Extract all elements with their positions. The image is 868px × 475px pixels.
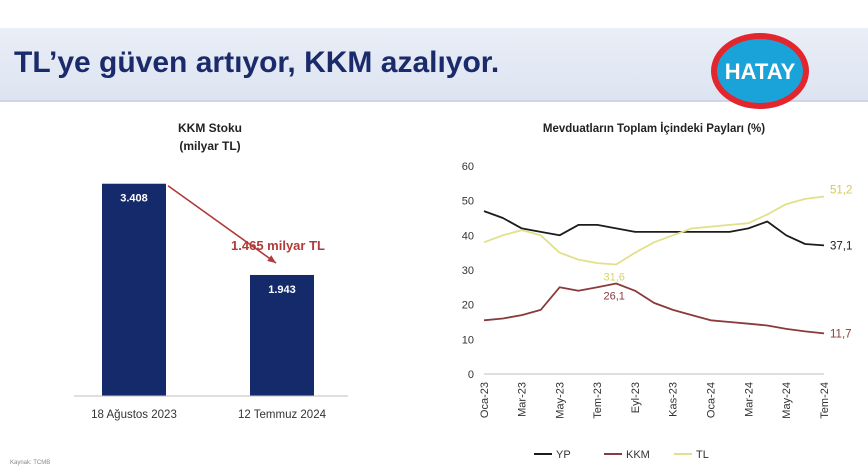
series-line-tl <box>483 195 825 266</box>
y-tick-label: 60 <box>462 161 474 173</box>
legend-label-kkm: KKM <box>626 449 650 461</box>
x-tick-label: Oca-24 <box>706 382 718 418</box>
x-tick-label: Tem-24 <box>819 382 831 419</box>
bar-category-label-1: 12 Temmuz 2024 <box>238 409 327 421</box>
series-line-yp <box>483 210 825 247</box>
bar-1 <box>250 274 314 396</box>
x-tick-label: Tem-23 <box>592 382 604 419</box>
arrow-head <box>267 255 276 263</box>
x-tick-label: Oca-23 <box>479 382 491 418</box>
legend-label-tl: TL <box>696 449 709 461</box>
y-tick-label: 10 <box>462 334 474 346</box>
arrow-annotation: 1.465 milyar TL <box>231 238 325 253</box>
kkm-stock-bar-chart: KKM Stoku (milyar TL) 3.408 18 Ağustos 20… <box>74 121 348 421</box>
end-label-kkm: 11,7 <box>830 328 852 340</box>
x-tick-label: Mar-23 <box>517 382 529 417</box>
x-tick-label: Mar-24 <box>743 382 755 417</box>
end-label-yp: 37,1 <box>830 240 852 252</box>
bar-value-label-1: 1.943 <box>268 284 296 296</box>
bar-0 <box>102 183 166 396</box>
y-tick-label: 50 <box>462 196 474 208</box>
bar-marks: 3.408 18 Ağustos 2023 1.943 12 Temmuz 2024 1… <box>74 183 348 421</box>
hatay-logo: HATAY <box>711 33 809 109</box>
deposit-share-line-chart: Mevduatların Toplam İçindeki Payları (%)… <box>462 122 853 461</box>
source-note: Kaynak: TCMB <box>10 460 51 466</box>
x-tick-label: Kas-23 <box>668 382 680 417</box>
y-tick-label: 30 <box>462 265 474 277</box>
bar-chart-title: KKM Stoku <box>178 121 242 135</box>
x-tick-label: May-24 <box>781 382 793 419</box>
line-marks: 0 10 20 30 40 50 60 Oca-23 Mar-23 May-23 Tem-23 Eyl… <box>462 161 853 461</box>
series-line-kkm <box>483 282 825 335</box>
end-label-tl: 51,2 <box>830 185 852 197</box>
x-tick-label: Eyl-23 <box>630 382 642 413</box>
arrow-line <box>167 185 277 264</box>
point-label-tl: 31,6 <box>604 271 625 283</box>
page-title: TL’ye güven artıyor, KKM azalıyor. <box>14 46 500 79</box>
y-tick-label: 20 <box>462 300 474 312</box>
bar-chart-subtitle: (milyar TL) <box>179 139 240 153</box>
bar-value-label-0: 3.408 <box>120 193 148 205</box>
x-tick-label: May-23 <box>554 382 566 419</box>
point-label-kkm: 26,1 <box>604 291 625 303</box>
logo-text: HATAY <box>725 59 796 84</box>
bar-category-label-0: 18 Ağustos 2023 <box>91 409 177 421</box>
line-chart-title: Mevduatların Toplam İçindeki Payları (%) <box>543 122 765 135</box>
y-tick-label: 40 <box>462 230 474 242</box>
legend-label-yp: YP <box>556 449 571 461</box>
y-tick-label: 0 <box>468 369 474 381</box>
